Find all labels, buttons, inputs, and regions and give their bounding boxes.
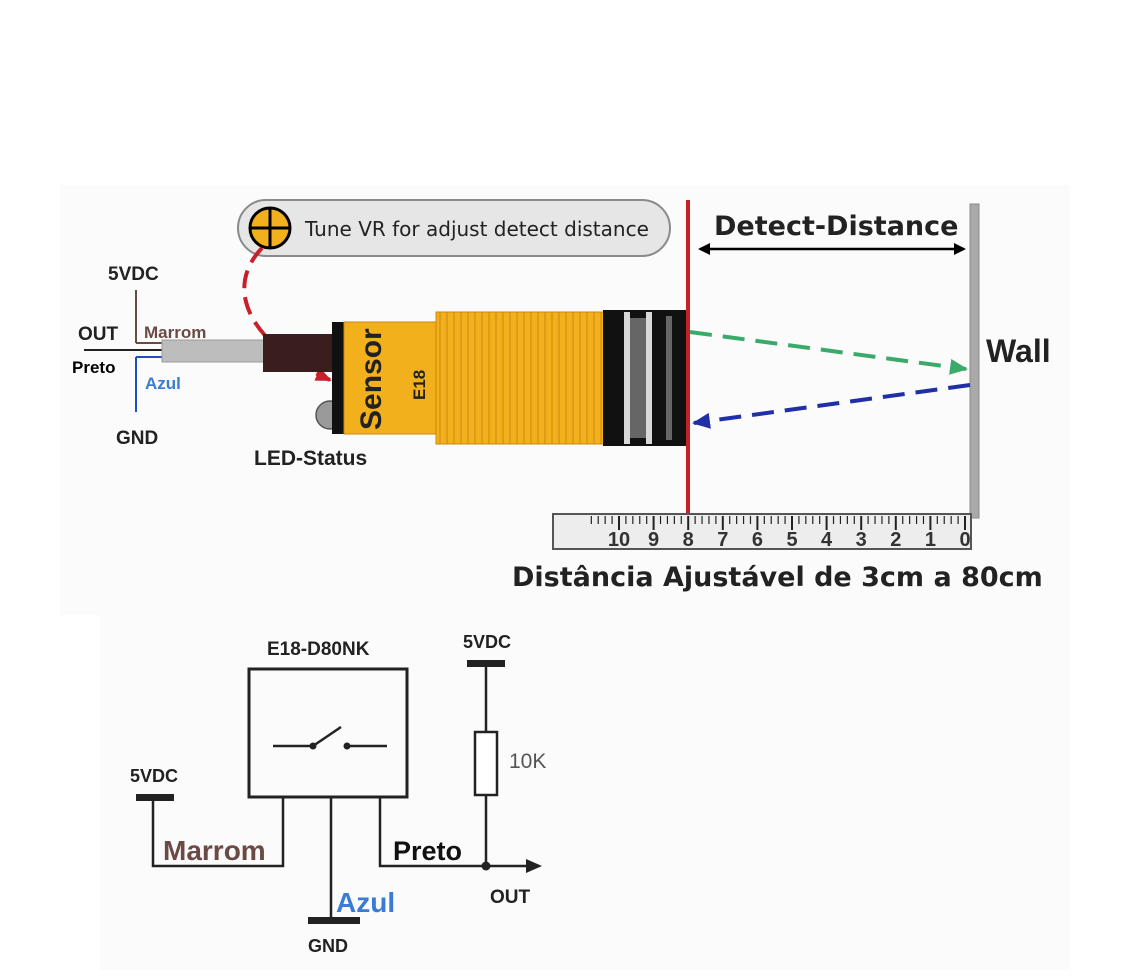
ruler-number: 3 bbox=[856, 529, 867, 551]
potentiometer-icon bbox=[248, 206, 292, 250]
ruler-ticks bbox=[590, 516, 966, 530]
reflected-beam-arrow bbox=[692, 383, 971, 429]
bottom-panel-bg bbox=[100, 610, 1070, 970]
sensor-lock-nut bbox=[603, 310, 689, 446]
wall bbox=[969, 203, 980, 519]
vdc-right-rail bbox=[467, 660, 505, 667]
marrom-label: Marrom bbox=[163, 835, 266, 866]
sensor-model-label: E18 bbox=[410, 370, 429, 400]
detect-distance-label: Detect-Distance bbox=[714, 211, 958, 242]
ruler-number: 0 bbox=[959, 529, 970, 551]
switch-symbol bbox=[273, 725, 387, 750]
emitted-beam-arrow bbox=[689, 330, 968, 375]
vdc-left-rail bbox=[136, 794, 174, 801]
ruler-number: 7 bbox=[717, 529, 728, 551]
label-azul-top: Azul bbox=[145, 374, 181, 393]
label-5vdc-top: 5VDC bbox=[108, 264, 159, 285]
resistor-symbol bbox=[473, 730, 499, 797]
label-out-top: OUT bbox=[78, 324, 119, 345]
azul-label: Azul bbox=[336, 887, 395, 918]
gnd-rail bbox=[308, 917, 360, 924]
ruler-number: 2 bbox=[890, 529, 901, 551]
ruler-number: 10 bbox=[608, 529, 630, 551]
out-label: OUT bbox=[490, 887, 531, 908]
led-status-label: LED-Status bbox=[254, 447, 367, 470]
ruler-number: 9 bbox=[648, 529, 659, 551]
ruler-number: 1 bbox=[925, 529, 936, 551]
range-caption: Distância Ajustável de 3cm a 80cm bbox=[512, 562, 1043, 593]
tune-vr-callout: Tune VR for adjust detect distance bbox=[237, 199, 671, 257]
ruler-number: 6 bbox=[752, 529, 763, 551]
callout-box bbox=[237, 199, 671, 257]
ruler-number: 5 bbox=[786, 529, 797, 551]
tune-note-text: Tune VR for adjust detect distance bbox=[304, 217, 649, 241]
sensor-body: Sensor E18 bbox=[332, 310, 689, 446]
label-gnd-top: GND bbox=[116, 428, 158, 449]
preto-wire bbox=[378, 797, 530, 868]
preto-label: Preto bbox=[393, 836, 462, 866]
out-arrowhead bbox=[526, 859, 542, 873]
ruler-number: 8 bbox=[683, 529, 694, 551]
resistor-value-label: 10K bbox=[509, 750, 546, 773]
cable bbox=[161, 339, 268, 363]
sensor-threads bbox=[435, 311, 607, 445]
vdc-right-label: 5VDC bbox=[463, 632, 511, 652]
label-preto-top: Preto bbox=[72, 358, 115, 377]
sensor-word-label: Sensor bbox=[355, 328, 388, 430]
vdc-left-label: 5VDC bbox=[130, 766, 178, 786]
distance-ruler: 10 9 8 7 6 5 4 3 2 1 0 bbox=[552, 513, 972, 551]
label-marrom-top: Marrom bbox=[144, 323, 206, 342]
module-box bbox=[247, 667, 409, 799]
schematic: E18-D80NK 5VDC GND 5VDC 10K Marrom Preto bbox=[130, 632, 546, 956]
cable-gland bbox=[263, 334, 335, 372]
module-label: E18-D80NK bbox=[267, 639, 370, 660]
wire-bundle bbox=[84, 290, 335, 412]
gnd-label: GND bbox=[308, 936, 348, 956]
marrom-wire bbox=[151, 797, 285, 868]
ruler-number: 4 bbox=[821, 529, 833, 551]
wall-label: Wall bbox=[986, 333, 1051, 369]
